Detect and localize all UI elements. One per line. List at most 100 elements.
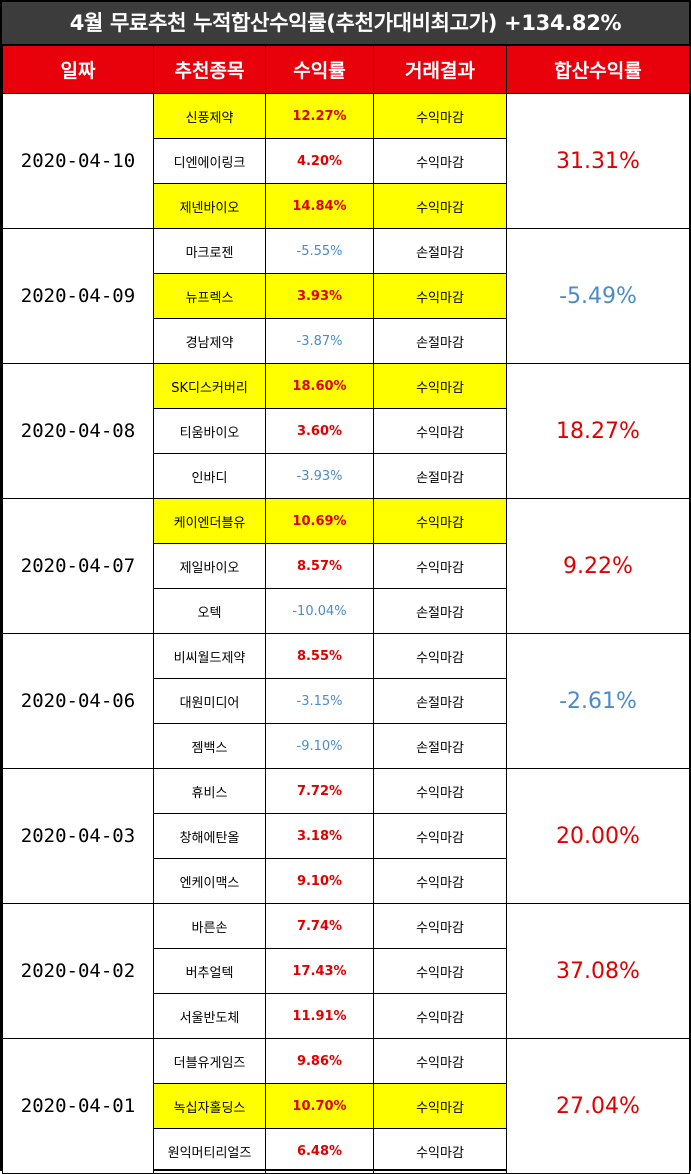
stock-name: 인바디 bbox=[153, 453, 266, 499]
trade-result: 수익마감 bbox=[373, 1128, 507, 1174]
stock-return-rate: 9.86% bbox=[265, 1038, 374, 1084]
group-date: 2020-04-02 bbox=[2, 903, 154, 1039]
table-row: 서울반도체 11.91% 수익마감 bbox=[3, 993, 690, 1039]
stock-return-rate: -9.10% bbox=[265, 723, 374, 769]
header-row: 일짜 추천종목 수익률 거래결과 합산수익률 bbox=[2, 45, 690, 94]
group-date: 2020-04-10 bbox=[2, 93, 154, 229]
table-row: 제일바이오 8.57% 수익마감 bbox=[3, 543, 690, 589]
trade-result: 수익마감 bbox=[373, 948, 507, 994]
stock-name: 경남제약 bbox=[153, 318, 266, 364]
table-row: 2020-04-09 마크로젠 -5.55% 손절마감 -5.49% bbox=[2, 228, 690, 364]
stock-name: 서울반도체 bbox=[153, 993, 266, 1039]
stock-name: 티움바이오 bbox=[153, 408, 266, 454]
stock-return-rate: 4.20% bbox=[265, 138, 374, 184]
trade-result: 수익마감 bbox=[373, 543, 507, 589]
group-total-return: 18.27% bbox=[506, 363, 690, 499]
stock-name: 녹십자홀딩스 bbox=[153, 1083, 266, 1129]
group-date: 2020-04-01 bbox=[2, 1038, 154, 1174]
table-row: 디엔에이링크 4.20% 수익마감 bbox=[3, 138, 690, 184]
trade-result: 수익마감 bbox=[373, 768, 507, 814]
group-total-return: 27.04% bbox=[506, 1038, 690, 1174]
trade-result: 수익마감 bbox=[373, 633, 507, 679]
stock-name: 젬백스 bbox=[153, 723, 266, 769]
returns-table: 일짜 추천종목 수익률 거래결과 합산수익률 2020-04-10 신풍제약 12.… bbox=[2, 45, 690, 1174]
table-body: 2020-04-10 신풍제약 12.27% 수익마감 31.31% 디엔에이링크 4.20… bbox=[2, 93, 690, 1174]
stock-name: SK디스커버리 bbox=[153, 363, 266, 409]
stock-return-rate: 3.93% bbox=[265, 273, 374, 319]
trade-result: 수익마감 bbox=[373, 138, 507, 184]
table-row: 제넨바이오 14.84% 수익마감 bbox=[3, 183, 690, 229]
trade-result: 수익마감 bbox=[373, 93, 507, 139]
stock-name: 케이엔더블유 bbox=[153, 498, 266, 544]
stock-name: 바른손 bbox=[153, 903, 266, 949]
stock-return-rate: 17.43% bbox=[265, 948, 374, 994]
table-row: 티움바이오 3.60% 수익마감 bbox=[3, 408, 690, 454]
stock-name: 마크로젠 bbox=[153, 228, 266, 274]
header-stock: 추천종목 bbox=[153, 45, 266, 94]
page-title: 4월 무료추천 누적합산수익률(추천가대비최고가) +134.82% bbox=[2, 2, 689, 45]
stock-name: 디엔에이링크 bbox=[153, 138, 266, 184]
stock-return-rate: 7.72% bbox=[265, 768, 374, 814]
stock-name: 뉴프렉스 bbox=[153, 273, 266, 319]
table-row: 2020-04-08 SK디스커버리 18.60% 수익마감 18.27% bbox=[2, 363, 690, 499]
group-total-return: 37.08% bbox=[506, 903, 690, 1039]
stock-name: 비씨월드제약 bbox=[153, 633, 266, 679]
table-row: 2020-04-07 케이엔더블유 10.69% 수익마감 9.22% bbox=[2, 498, 690, 634]
group-total-return: -5.49% bbox=[506, 228, 690, 364]
trade-result: 수익마감 bbox=[373, 183, 507, 229]
table-row: 인바디 -3.93% 손절마감 bbox=[3, 453, 690, 499]
stock-return-rate: -3.93% bbox=[265, 453, 374, 499]
stock-return-rate: -5.55% bbox=[265, 228, 374, 274]
stock-name: 신풍제약 bbox=[153, 93, 266, 139]
table-row: 오텍 -10.04% 손절마감 bbox=[3, 588, 690, 634]
stock-return-rate: 8.57% bbox=[265, 543, 374, 589]
trade-result: 손절마감 bbox=[373, 723, 507, 769]
trade-result: 수익마감 bbox=[373, 273, 507, 319]
group-date: 2020-04-06 bbox=[2, 633, 154, 769]
group-total-return: 9.22% bbox=[506, 498, 690, 634]
trade-result: 수익마감 bbox=[373, 993, 507, 1039]
stock-name: 원익머티리얼즈 bbox=[153, 1128, 266, 1174]
trade-result: 수익마감 bbox=[373, 813, 507, 859]
table-row: 2020-04-10 신풍제약 12.27% 수익마감 31.31% bbox=[2, 93, 690, 229]
stock-name: 대원미디어 bbox=[153, 678, 266, 724]
stock-name: 엔케이맥스 bbox=[153, 858, 266, 904]
stock-return-rate: -3.87% bbox=[265, 318, 374, 364]
trade-result: 수익마감 bbox=[373, 1083, 507, 1129]
stock-return-rate: 14.84% bbox=[265, 183, 374, 229]
table-row: 원익머티리얼즈 6.48% 수익마감 bbox=[3, 1128, 690, 1174]
stock-return-rate: 9.10% bbox=[265, 858, 374, 904]
group-date: 2020-04-03 bbox=[2, 768, 154, 904]
group-date: 2020-04-09 bbox=[2, 228, 154, 364]
trade-result: 수익마감 bbox=[373, 498, 507, 544]
stock-name: 창해에탄올 bbox=[153, 813, 266, 859]
table-row: 대원미디어 -3.15% 손절마감 bbox=[3, 678, 690, 724]
stock-return-rate: 10.69% bbox=[265, 498, 374, 544]
stock-return-rate: 11.91% bbox=[265, 993, 374, 1039]
trade-result: 손절마감 bbox=[373, 588, 507, 634]
stock-name: 제일바이오 bbox=[153, 543, 266, 589]
stock-return-rate: -3.15% bbox=[265, 678, 374, 724]
stock-return-rate: 7.74% bbox=[265, 903, 374, 949]
group-total-return: 31.31% bbox=[506, 93, 690, 229]
header-rate: 수익률 bbox=[265, 45, 374, 94]
stock-return-rate: 12.27% bbox=[265, 93, 374, 139]
group-date: 2020-04-07 bbox=[2, 498, 154, 634]
stock-return-rate: 8.55% bbox=[265, 633, 374, 679]
table-row: 젬백스 -9.10% 손절마감 bbox=[3, 723, 690, 769]
stock-return-rate: 3.60% bbox=[265, 408, 374, 454]
stock-name: 휴비스 bbox=[153, 768, 266, 814]
stock-return-rate: 10.70% bbox=[265, 1083, 374, 1129]
stock-return-rate: -10.04% bbox=[265, 588, 374, 634]
group-total-return: -2.61% bbox=[506, 633, 690, 769]
trade-result: 수익마감 bbox=[373, 363, 507, 409]
table-row: 2020-04-01 더블유게임즈 9.86% 수익마감 27.04% bbox=[2, 1038, 690, 1174]
trade-result: 손절마감 bbox=[373, 678, 507, 724]
table-row: 2020-04-03 휴비스 7.72% 수익마감 20.00% bbox=[2, 768, 690, 904]
stock-name: 버추얼텍 bbox=[153, 948, 266, 994]
trade-result: 수익마감 bbox=[373, 903, 507, 949]
header-result: 거래결과 bbox=[373, 45, 507, 94]
table-row: 2020-04-02 바른손 7.74% 수익마감 37.08% bbox=[2, 903, 690, 1039]
group-total-return: 20.00% bbox=[506, 768, 690, 904]
